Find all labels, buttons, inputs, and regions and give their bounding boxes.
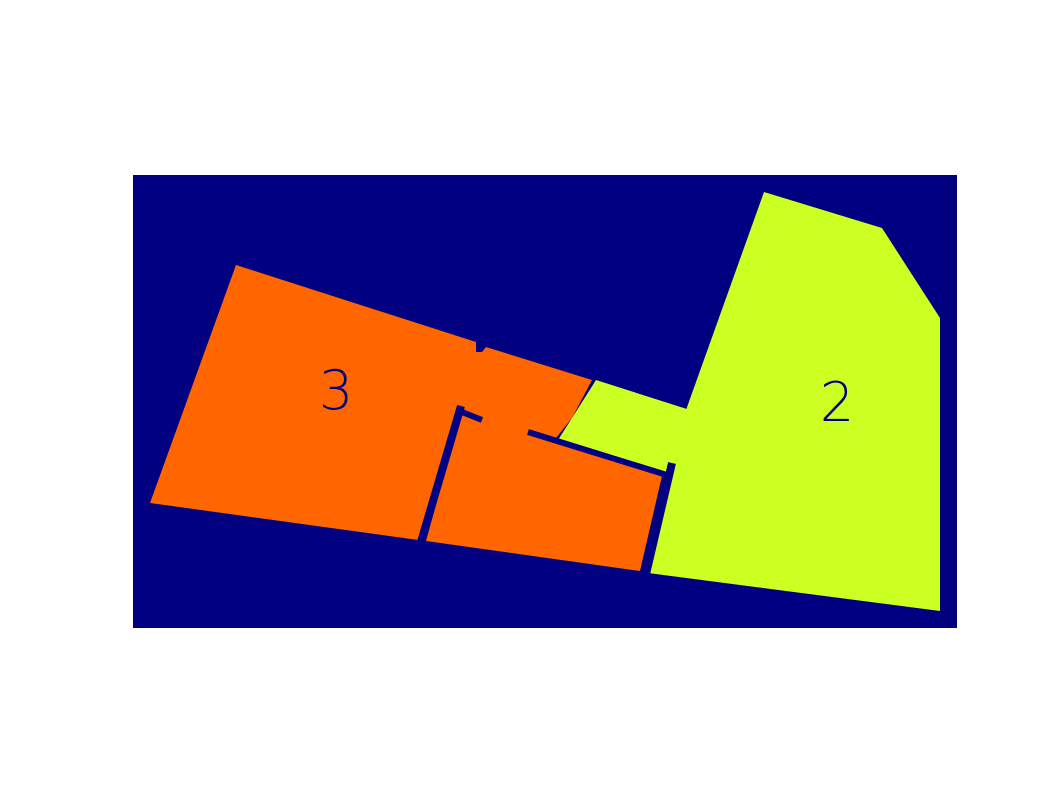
wall-vertical-left xyxy=(417,404,465,544)
region-3-left-room xyxy=(150,265,592,540)
wall-stub xyxy=(460,409,484,423)
region-3-label: 3 xyxy=(319,359,353,422)
region-2 xyxy=(558,192,940,611)
region-3 xyxy=(150,265,662,571)
region-2-corridor xyxy=(558,380,690,475)
region-3-lower-room xyxy=(426,410,662,571)
region-2-main-room xyxy=(648,192,940,611)
wall-vertical-right xyxy=(642,462,676,575)
region-2-label: 2 xyxy=(820,371,854,434)
interior-walls xyxy=(417,340,676,575)
wall-diagonal xyxy=(527,429,671,479)
